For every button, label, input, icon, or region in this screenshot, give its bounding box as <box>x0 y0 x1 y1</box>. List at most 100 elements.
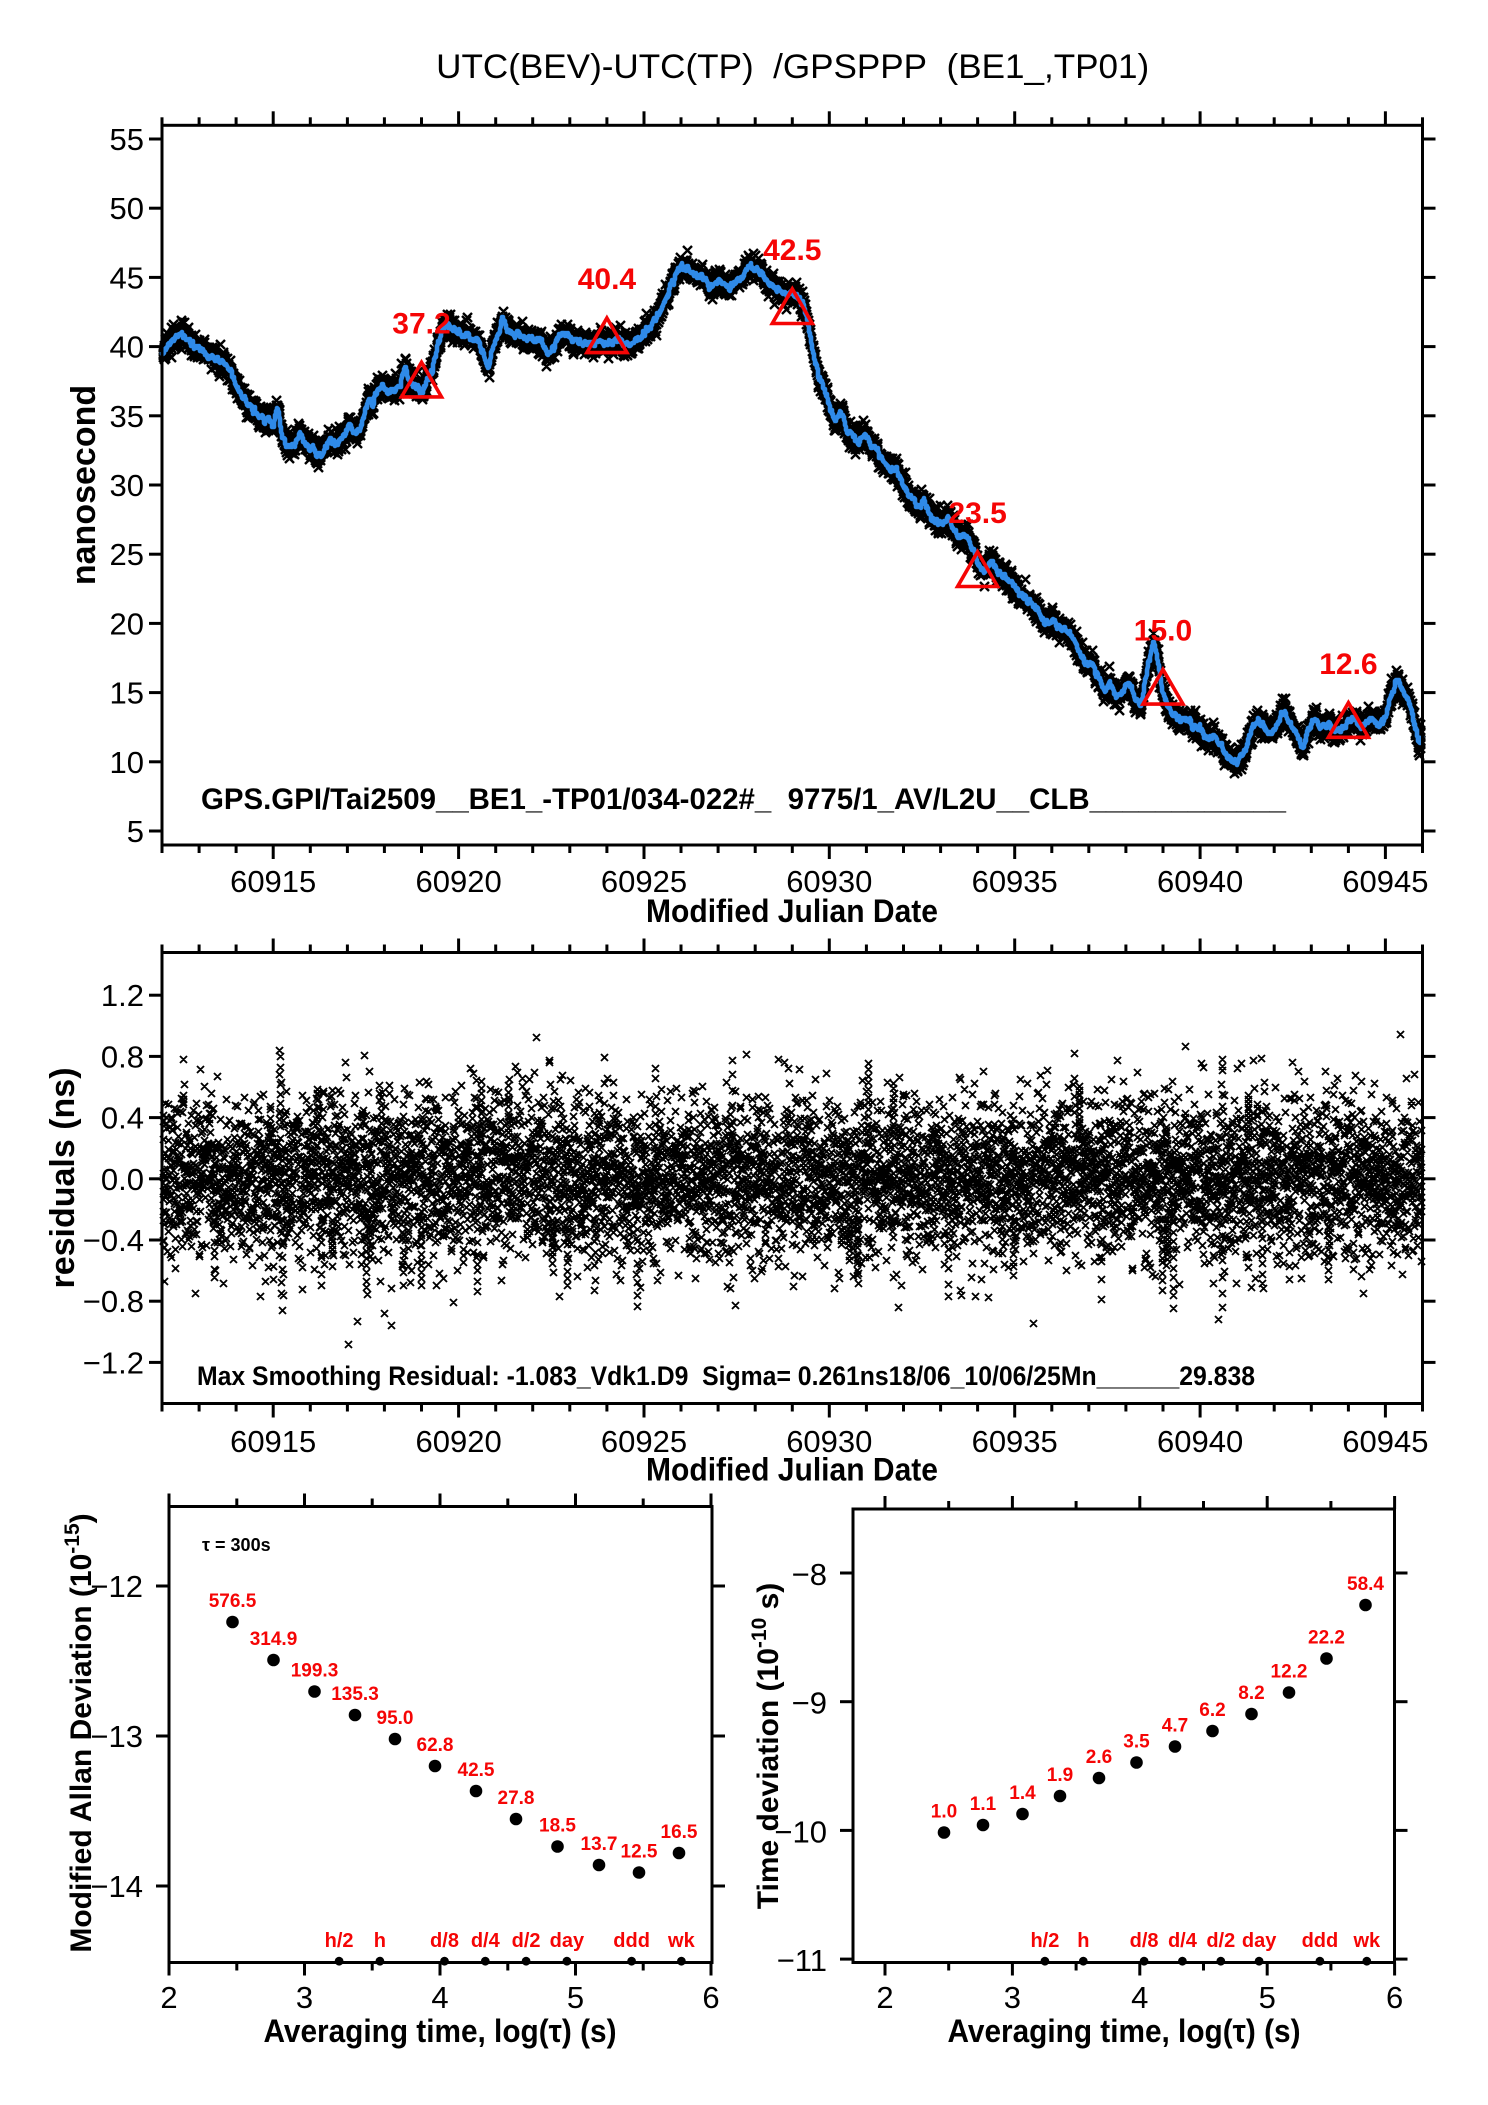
svg-text:45: 45 <box>110 260 144 295</box>
svg-text:−14: −14 <box>90 1869 143 1904</box>
svg-text:−8: −8 <box>792 1557 827 1592</box>
svg-text:Time deviation (10-10 s): Time deviation (10-10 s) <box>748 1583 785 1910</box>
svg-text:12.5: 12.5 <box>621 1842 658 1863</box>
svg-text:60925: 60925 <box>601 1424 687 1459</box>
svg-text:8.2: 8.2 <box>1238 1683 1264 1704</box>
svg-text:27.8: 27.8 <box>498 1788 535 1809</box>
svg-text:0.0: 0.0 <box>101 1162 144 1197</box>
svg-text:d/8: d/8 <box>430 1930 459 1952</box>
svg-text:UTC(BEV)-UTC(TP) /GPSPPP (BE: UTC(BEV)-UTC(TP) /GPSPPP (BE1_,TP01) <box>436 48 1149 86</box>
svg-text:15: 15 <box>110 676 144 711</box>
svg-text:60915: 60915 <box>230 864 316 899</box>
svg-text:1.9: 1.9 <box>1047 1765 1073 1786</box>
svg-text:d/8: d/8 <box>1130 1930 1159 1952</box>
svg-text:22.2: 22.2 <box>1308 1628 1345 1649</box>
svg-text:day: day <box>550 1930 585 1952</box>
svg-text:4: 4 <box>1131 1980 1148 2015</box>
svg-text:0.8: 0.8 <box>101 1039 144 1074</box>
svg-text:Max Smoothing Residual: -1.083: Max Smoothing Residual: -1.083_Vdk1.D9 S… <box>197 1361 1255 1391</box>
svg-text:−11: −11 <box>777 1943 827 1978</box>
svg-text:Averaging time, log(τ) (s): Averaging time, log(τ) (s) <box>948 2013 1301 2049</box>
svg-text:3: 3 <box>296 1980 313 2015</box>
svg-text:h: h <box>374 1930 386 1952</box>
svg-text:2: 2 <box>876 1980 893 2015</box>
svg-text:314.9: 314.9 <box>250 1629 298 1650</box>
svg-text:42.5: 42.5 <box>763 234 821 267</box>
svg-text:60930: 60930 <box>786 864 872 899</box>
svg-text:2: 2 <box>160 1980 177 2015</box>
svg-text:h/2: h/2 <box>1030 1930 1059 1952</box>
svg-text:d/2: d/2 <box>512 1930 541 1952</box>
svg-text:23.5: 23.5 <box>948 497 1006 530</box>
svg-text:60915: 60915 <box>230 1424 316 1459</box>
svg-text:60940: 60940 <box>1157 1424 1243 1459</box>
svg-text:60920: 60920 <box>415 1424 501 1459</box>
svg-text:15.0: 15.0 <box>1134 615 1192 648</box>
svg-text:95.0: 95.0 <box>377 1708 414 1729</box>
svg-text:Modified Julian Date: Modified Julian Date <box>646 893 938 929</box>
svg-text:Modified Julian Date: Modified Julian Date <box>646 1452 938 1488</box>
svg-text:60920: 60920 <box>415 864 501 899</box>
svg-text:0.4: 0.4 <box>101 1101 144 1136</box>
svg-text:35: 35 <box>110 399 144 434</box>
svg-text:37.2: 37.2 <box>392 307 450 340</box>
svg-text:1.2: 1.2 <box>101 978 144 1013</box>
svg-text:wk: wk <box>1352 1930 1381 1952</box>
svg-text:4: 4 <box>431 1980 448 2015</box>
svg-text:5: 5 <box>127 814 144 849</box>
svg-text:199.3: 199.3 <box>291 1661 339 1682</box>
svg-text:30: 30 <box>110 468 144 503</box>
svg-text:nanosecond: nanosecond <box>65 385 103 585</box>
svg-text:−13: −13 <box>90 1719 143 1754</box>
svg-text:day: day <box>1242 1930 1277 1952</box>
svg-text:42.5: 42.5 <box>458 1760 495 1781</box>
svg-text:50: 50 <box>110 191 144 226</box>
svg-text:d/4: d/4 <box>471 1930 501 1952</box>
svg-text:6.2: 6.2 <box>1199 1700 1225 1721</box>
svg-text:−0.8: −0.8 <box>83 1284 144 1319</box>
svg-text:h/2: h/2 <box>325 1930 354 1952</box>
svg-text:5: 5 <box>1259 1980 1276 2015</box>
svg-text:d/4: d/4 <box>1168 1930 1198 1952</box>
svg-text:40: 40 <box>110 330 144 365</box>
svg-text:−9: −9 <box>792 1686 827 1721</box>
svg-text:5: 5 <box>567 1980 584 2015</box>
svg-text:60930: 60930 <box>786 1424 872 1459</box>
svg-text:h: h <box>1077 1930 1089 1952</box>
svg-text:2.6: 2.6 <box>1086 1747 1112 1768</box>
svg-text:3.5: 3.5 <box>1123 1732 1150 1753</box>
svg-text:6: 6 <box>1386 1980 1403 2015</box>
svg-text:−0.4: −0.4 <box>83 1223 144 1258</box>
svg-text:18.5: 18.5 <box>539 1816 576 1837</box>
svg-text:ddd: ddd <box>613 1930 650 1952</box>
svg-text:4.7: 4.7 <box>1162 1716 1188 1737</box>
svg-text:60940: 60940 <box>1157 864 1243 899</box>
svg-text:−1.2: −1.2 <box>83 1345 144 1380</box>
svg-text:10: 10 <box>110 745 144 780</box>
svg-text:3: 3 <box>1004 1980 1021 2015</box>
svg-text:12.6: 12.6 <box>1319 648 1377 681</box>
svg-text:1.0: 1.0 <box>931 1802 957 1823</box>
svg-text:60945: 60945 <box>1342 1424 1428 1459</box>
svg-text:58.4: 58.4 <box>1347 1574 1384 1595</box>
svg-text:τ = 300s: τ = 300s <box>202 1535 271 1555</box>
svg-text:40.4: 40.4 <box>578 263 637 296</box>
svg-text:wk: wk <box>667 1930 696 1952</box>
svg-text:Averaging time, log(τ) (s): Averaging time, log(τ) (s) <box>264 2013 617 2049</box>
svg-text:20: 20 <box>110 606 144 641</box>
svg-text:d/2: d/2 <box>1206 1930 1235 1952</box>
svg-text:1.1: 1.1 <box>970 1794 997 1815</box>
svg-text:6: 6 <box>702 1980 719 2015</box>
svg-text:−12: −12 <box>90 1569 143 1604</box>
svg-text:ddd: ddd <box>1302 1930 1339 1952</box>
svg-text:25: 25 <box>110 537 144 572</box>
svg-text:60935: 60935 <box>972 1424 1058 1459</box>
svg-text:16.5: 16.5 <box>661 1822 698 1843</box>
svg-text:60925: 60925 <box>601 864 687 899</box>
svg-text:Modified Allan Deviation (10-1: Modified Allan Deviation (10-15) <box>61 1513 98 1952</box>
svg-text:−10: −10 <box>774 1814 827 1849</box>
svg-text:12.2: 12.2 <box>1271 1662 1308 1683</box>
svg-text:576.5: 576.5 <box>209 1591 257 1612</box>
svg-text:13.7: 13.7 <box>581 1834 618 1855</box>
svg-text:55: 55 <box>110 122 144 157</box>
